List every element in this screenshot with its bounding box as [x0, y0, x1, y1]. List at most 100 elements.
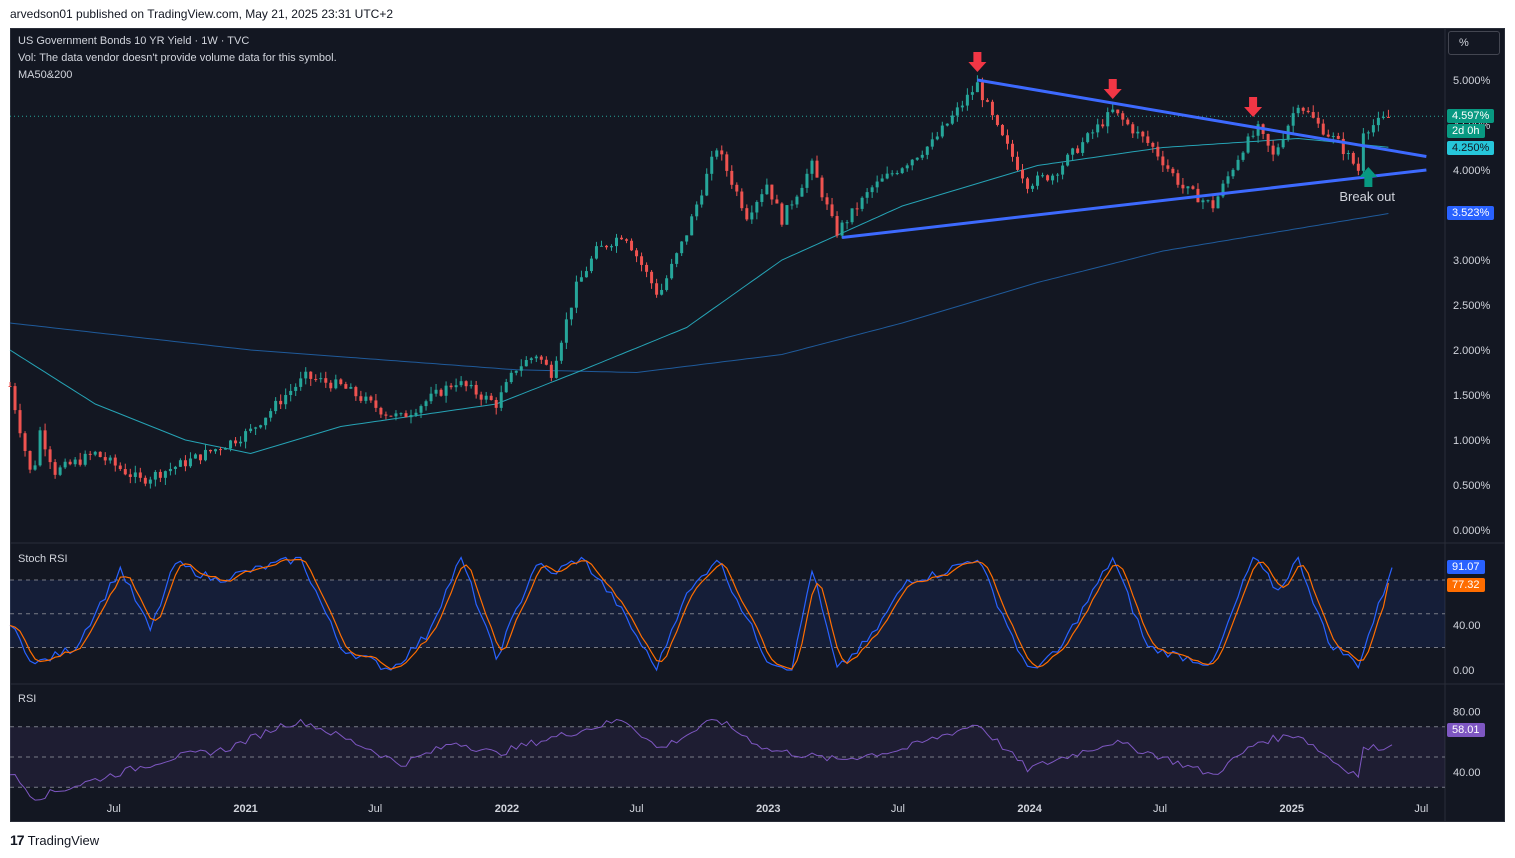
candle-body — [424, 401, 428, 407]
candle-body — [1231, 169, 1235, 177]
ma200-line — [9, 213, 1389, 374]
candle-body — [840, 222, 844, 236]
candle-body — [63, 461, 67, 468]
price-tick-label: 0.500% — [1453, 480, 1491, 492]
time-tick-label: 2025 — [1280, 803, 1304, 815]
footer: 17 TradingView — [10, 832, 99, 848]
candle-body — [589, 258, 593, 272]
candle-body — [1000, 124, 1004, 136]
candle-body — [339, 379, 343, 385]
price-tick-label: 1.500% — [1453, 390, 1491, 402]
price-tick-label: 0.000% — [1453, 525, 1491, 537]
candle-body — [850, 208, 854, 223]
candle-body — [1301, 107, 1305, 111]
candle-body — [214, 449, 218, 452]
time-tick-label: 2023 — [756, 803, 780, 815]
candle-body — [374, 400, 378, 408]
candle-body — [880, 178, 884, 182]
stoch-d-line — [9, 558, 1389, 670]
candle-body — [915, 157, 919, 160]
candles-group — [8, 75, 1390, 489]
time-tick-label: Jul — [1153, 803, 1167, 815]
rsi-badge: 58.01 — [1447, 723, 1485, 737]
candle-body — [1015, 156, 1019, 170]
candle-body — [284, 395, 288, 405]
candle-body — [1131, 124, 1135, 134]
candle-body — [604, 245, 608, 248]
candle-body — [314, 378, 318, 380]
candle-body — [449, 385, 453, 388]
candle-body — [399, 413, 403, 415]
candle-body — [805, 173, 809, 188]
candle-body — [1031, 185, 1035, 189]
candle-body — [975, 82, 979, 93]
candle-body — [690, 216, 694, 236]
candle-body — [53, 462, 57, 475]
candle-body — [660, 289, 664, 295]
candle-body — [384, 414, 388, 416]
candle-body — [153, 471, 157, 480]
candle-body — [1036, 175, 1040, 186]
candle-body — [254, 427, 258, 429]
candle-body — [640, 256, 644, 265]
candle-body — [700, 195, 704, 205]
candle-body — [439, 389, 443, 396]
ma-label[interactable]: MA50&200 — [18, 69, 73, 81]
candle-body — [900, 168, 904, 174]
candle-body — [1256, 124, 1260, 136]
candle-body — [459, 381, 463, 386]
footer-brand[interactable]: TradingView — [27, 832, 100, 848]
candle-body — [158, 471, 162, 478]
rsi-line — [9, 718, 1393, 801]
candle-body — [715, 150, 719, 157]
candle-body — [133, 472, 137, 477]
rsi-tick-label: 80.00 — [1453, 707, 1481, 719]
candle-body — [364, 396, 368, 401]
candle-body — [519, 366, 523, 371]
candle-body — [730, 170, 734, 185]
chart-frame[interactable] — [10, 28, 1505, 822]
candle-body — [599, 245, 603, 247]
candle-body — [1156, 146, 1160, 157]
candle-body — [394, 413, 398, 417]
candle-body — [870, 187, 874, 193]
candle-body — [1081, 142, 1085, 153]
candle-body — [1331, 135, 1335, 137]
candle-body — [389, 415, 393, 417]
candle-body — [514, 370, 518, 373]
candle-body — [1386, 116, 1390, 118]
candle-body — [740, 191, 744, 209]
candle-body — [33, 465, 37, 470]
candle-body — [138, 472, 142, 478]
candle-body — [785, 205, 789, 225]
candle-body — [249, 428, 253, 432]
time-tick-label: Jul — [1414, 803, 1428, 815]
candle-body — [1051, 175, 1055, 181]
candle-body — [1211, 200, 1215, 209]
candle-body — [178, 460, 182, 467]
candle-body — [720, 150, 724, 155]
percent-scale-button[interactable]: % — [1448, 31, 1500, 55]
candle-body — [68, 461, 72, 465]
candle-body — [780, 203, 784, 225]
candle-body — [309, 371, 313, 379]
candle-body — [344, 384, 348, 389]
candle-body — [594, 246, 598, 259]
symbol-title[interactable]: US Government Bonds 10 YR Yield · 1W · T… — [18, 35, 250, 47]
candle-body — [369, 396, 373, 401]
candle-body — [750, 212, 754, 220]
candle-body — [1271, 145, 1275, 155]
candle-body — [1206, 200, 1210, 202]
candle-body — [965, 94, 969, 106]
price-tick-label: 4.000% — [1453, 165, 1491, 177]
candle-body — [544, 359, 548, 365]
candle-body — [670, 263, 674, 279]
candle-body — [1005, 135, 1009, 144]
stoch-k-badge: 91.07 — [1447, 560, 1485, 574]
candle-body — [454, 385, 458, 388]
candle-body — [1241, 152, 1245, 160]
candle-body — [1146, 136, 1150, 143]
candle-body — [950, 115, 954, 124]
candle-body — [680, 241, 684, 254]
